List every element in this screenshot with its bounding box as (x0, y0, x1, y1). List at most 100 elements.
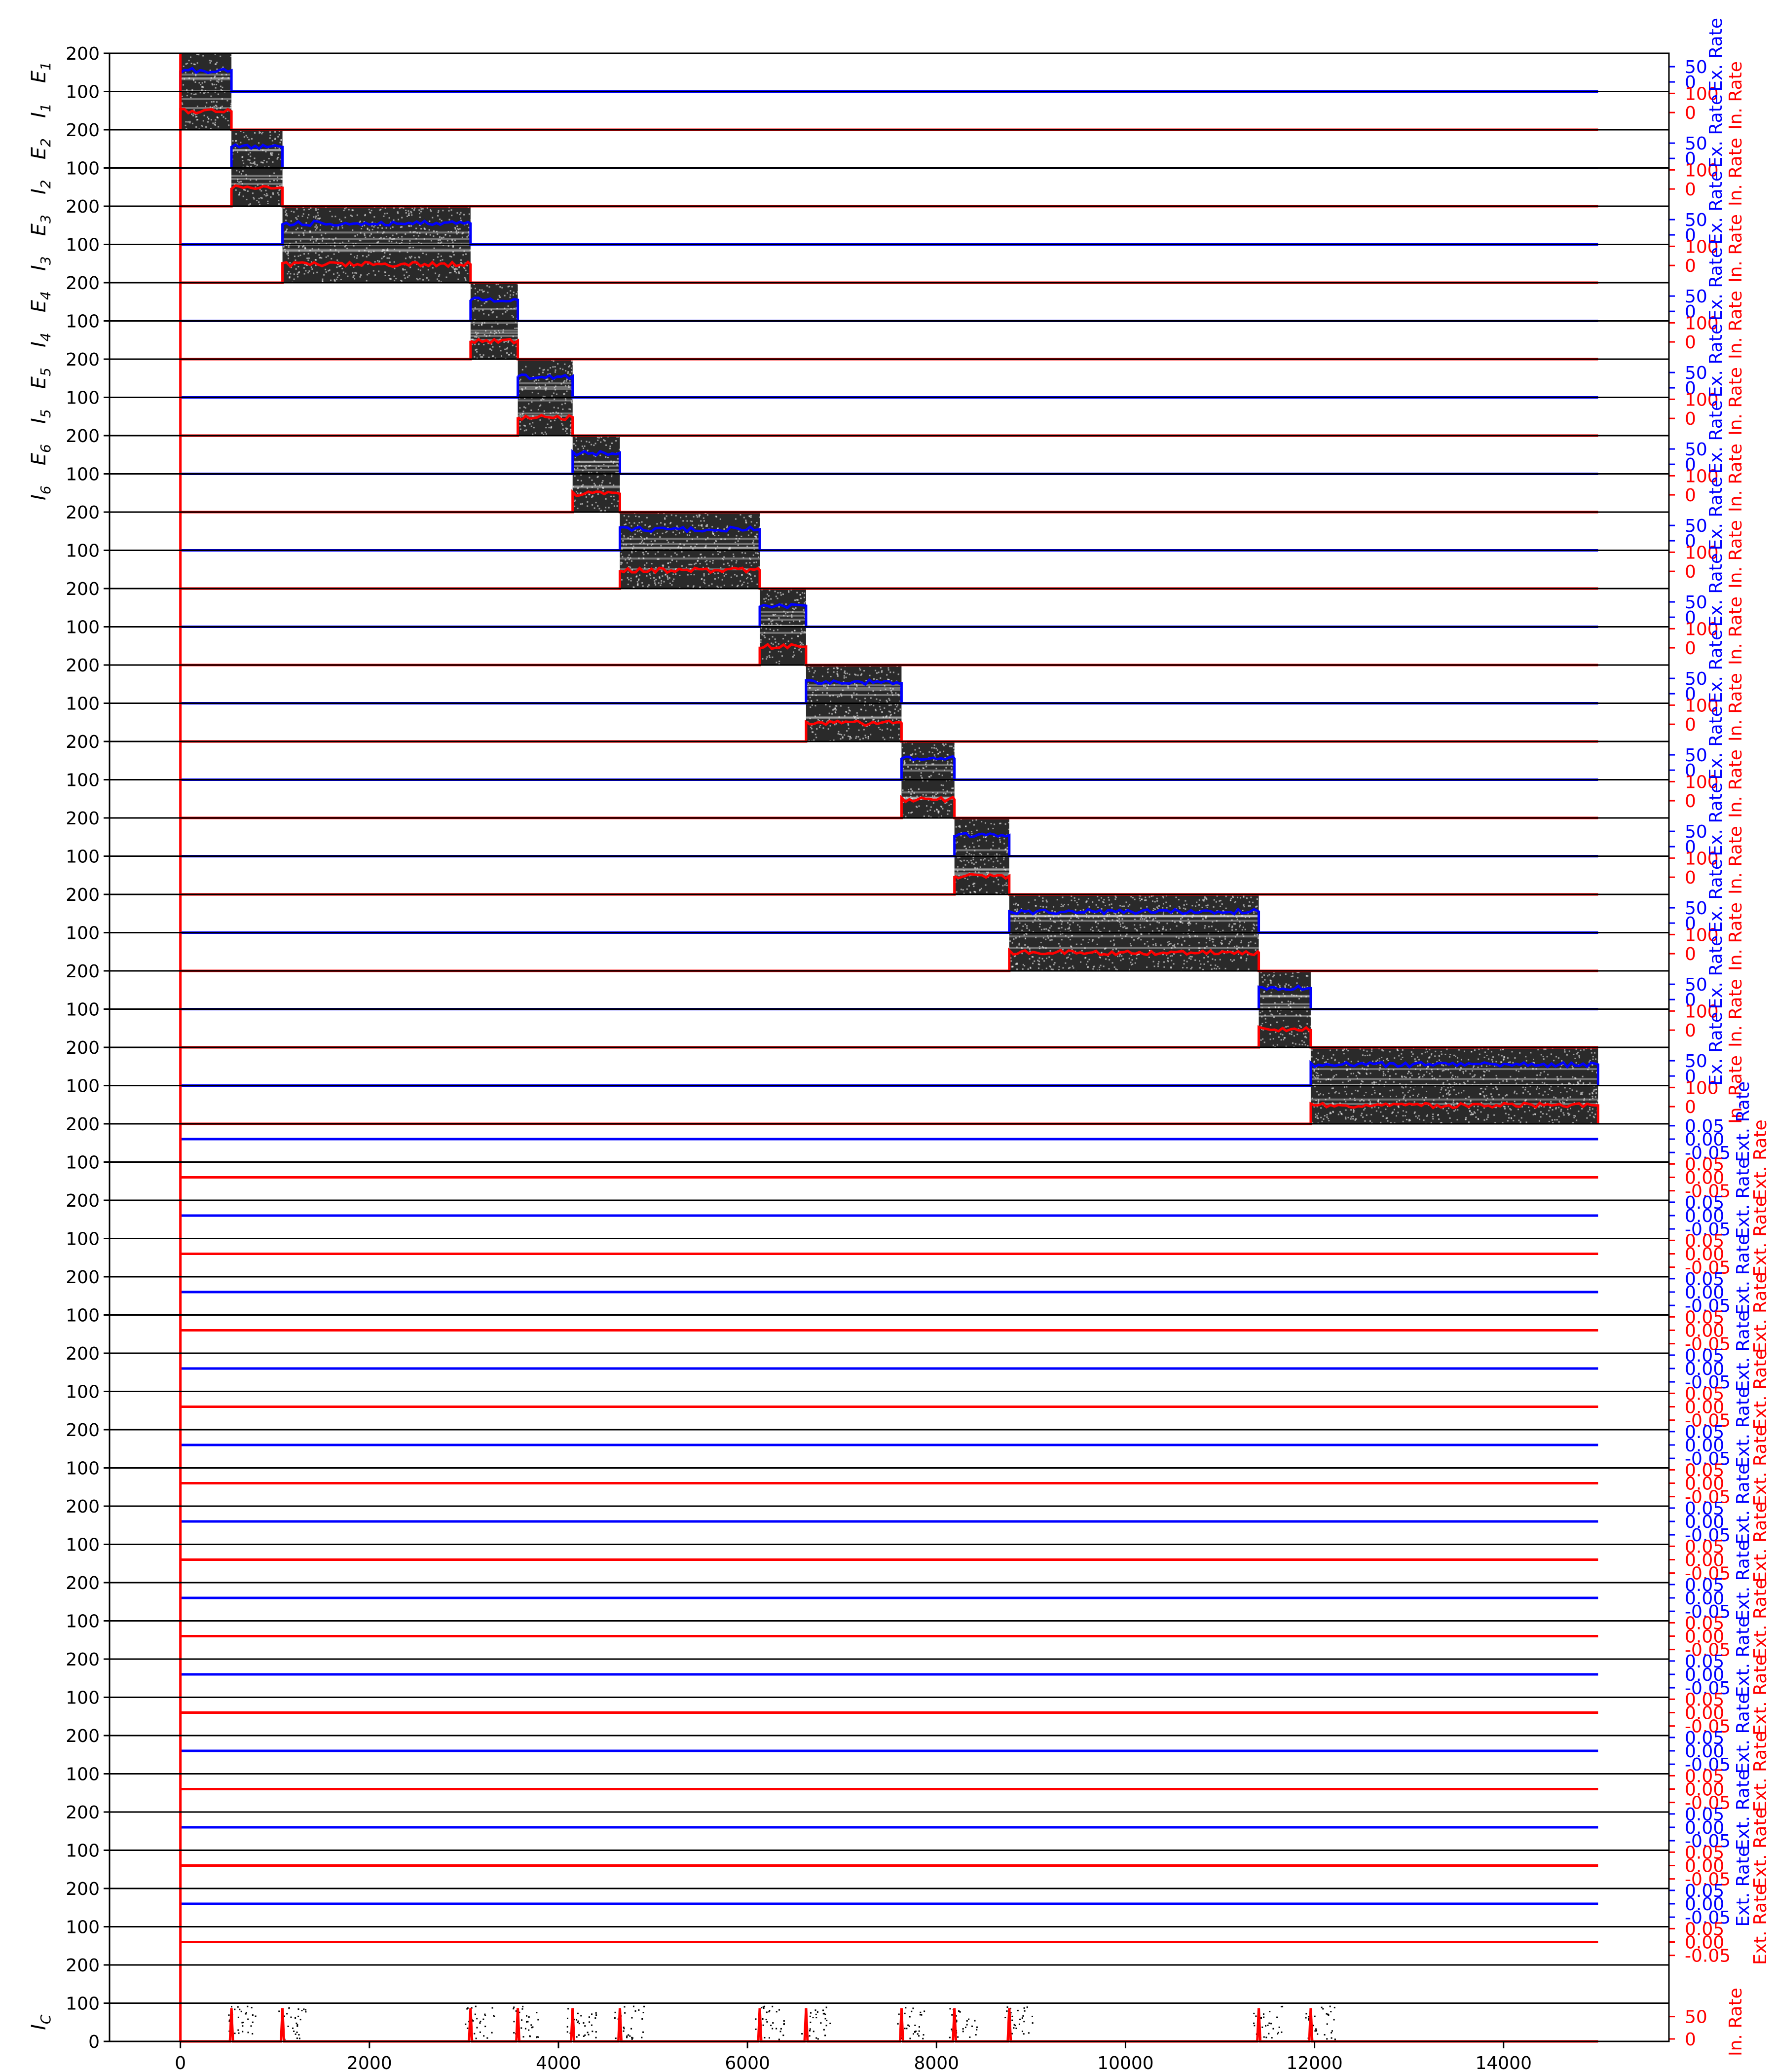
right-tick-label: 0.00 (1685, 1780, 1724, 1800)
right-tick-label: 0.05 (1685, 1843, 1724, 1863)
right-axis-label: Ext. Rate (1750, 1578, 1771, 1659)
right-axis-label: In. Rate (1726, 138, 1746, 206)
right-tick-label: 0.00 (1685, 1474, 1724, 1494)
left-tick-label: 200 (66, 44, 100, 64)
x-tick-label: 10000 (1097, 2053, 1154, 2072)
right-axis-label: Ex. Rate (1706, 18, 1726, 91)
right-tick-label: 0.05 (1685, 1346, 1724, 1366)
right-axis-label: Ex. Rate (1706, 400, 1726, 474)
left-tick-label: 100 (66, 847, 100, 867)
right-tick-label: 50 (1685, 592, 1707, 613)
ex-rate-trace (180, 678, 1598, 704)
right-tick-label: 100 (1685, 313, 1719, 333)
right-axis-label: In. Rate (1726, 749, 1746, 818)
left-tick-label: 100 (66, 694, 100, 714)
in-rate-trace (180, 947, 1598, 972)
left-tick-label: 200 (66, 962, 100, 982)
left-tick-label: 200 (66, 197, 100, 217)
right-tick-label: 0.05 (1685, 1460, 1724, 1480)
right-tick-label: 50 (1685, 363, 1707, 383)
right-tick-label: 0 (1685, 761, 1696, 781)
left-tick-label: 100 (66, 1612, 100, 1632)
right-tick-label: -0.05 (1685, 1220, 1731, 1240)
right-tick-label: -0.05 (1685, 1602, 1731, 1622)
in-rate-trace (180, 413, 1598, 437)
left-tick-label: 200 (66, 350, 100, 370)
x-tick-label: 8000 (914, 2053, 959, 2072)
left-tick-label: 100 (66, 1765, 100, 1785)
right-tick-label: 0 (1685, 409, 1696, 429)
right-tick-label: -0.05 (1685, 1946, 1731, 1966)
population-label: E2 (28, 138, 54, 159)
left-tick-label: 100 (66, 541, 100, 561)
right-axis-label: Ext. Rate (1733, 1846, 1753, 1927)
right-axis-label: Ext. Rate (1750, 1425, 1771, 1506)
in-rate-trace (180, 1025, 1598, 1049)
right-axis-label: Ext. Rate (1733, 1234, 1753, 1315)
left-tick-label: 0 (88, 2032, 100, 2052)
right-axis-label: Ext. Rate (1733, 1387, 1753, 1468)
left-tick-label: 100 (66, 1000, 100, 1020)
ex-rate-trace (180, 373, 1598, 399)
right-tick-label: -0.05 (1685, 1258, 1731, 1278)
right-tick-label: 100 (1685, 84, 1719, 104)
ex-rate-trace (180, 907, 1598, 934)
right-axis-label: Ex. Rate (1706, 782, 1726, 856)
right-tick-label: 0.00 (1685, 1894, 1724, 1915)
right-axis-label: Ext. Rate (1733, 1081, 1753, 1162)
right-tick-label: -0.05 (1685, 1487, 1731, 1508)
right-tick-label: 100 (1685, 237, 1719, 257)
left-tick-label: 100 (66, 771, 100, 791)
left-tick-label: 200 (66, 809, 100, 829)
left-tick-label: 100 (66, 618, 100, 638)
right-tick-label: 0 (1685, 837, 1696, 857)
left-tick-label: 200 (66, 1650, 100, 1670)
left-tick-label: 200 (66, 1191, 100, 1211)
in-rate-trace (180, 1101, 1599, 1125)
right-tick-label: 50 (1685, 516, 1707, 536)
left-tick-label: 100 (66, 159, 100, 179)
right-tick-label: 0.00 (1685, 1130, 1724, 1150)
right-tick-label: 0 (1685, 73, 1696, 93)
in-rate-trace (180, 873, 1598, 896)
right-tick-label: 0 (1685, 1067, 1696, 1087)
right-tick-label: 50 (1685, 440, 1707, 460)
right-tick-label: 0.05 (1685, 1805, 1724, 1825)
left-tick-label: 100 (66, 1918, 100, 1938)
right-tick-label: 50 (1685, 134, 1707, 154)
left-tick-label: 100 (66, 235, 100, 256)
x-tick-label: 2000 (347, 2053, 392, 2072)
right-tick-label: 0.05 (1685, 1919, 1724, 1939)
population-label: I1 (28, 103, 54, 118)
right-tick-label: 0.00 (1685, 1627, 1724, 1647)
rate-traces-layer (179, 53, 1599, 2043)
right-tick-label: 100 (1685, 696, 1719, 716)
left-tick-label: 200 (66, 1726, 100, 1746)
ex-rate-trace (180, 984, 1598, 1010)
right-tick-label: 0 (1685, 638, 1696, 659)
ex-rate-trace (180, 603, 1598, 628)
population-label: E6 (28, 444, 54, 465)
x-tick-label: 12000 (1286, 2053, 1343, 2072)
right-tick-label: 0 (1685, 868, 1696, 888)
right-tick-label: -0.05 (1685, 1870, 1731, 1890)
right-tick-label: 0.05 (1685, 1422, 1724, 1443)
right-tick-label: -0.05 (1685, 1908, 1731, 1928)
left-tick-label: 200 (66, 120, 100, 141)
right-tick-label: 0.05 (1685, 1231, 1724, 1251)
right-tick-label: -0.05 (1685, 1564, 1731, 1584)
population-label: I6 (28, 485, 54, 500)
right-tick-label: 100 (1685, 1078, 1719, 1098)
right-axis-label: Ex. Rate (1706, 706, 1726, 779)
right-tick-label: 50 (1685, 745, 1707, 766)
right-axis-label: In. Rate (1726, 1055, 1746, 1124)
right-tick-label: 0 (1685, 608, 1696, 628)
right-tick-label: -0.05 (1685, 1334, 1731, 1355)
right-axis-label: In. Rate (1726, 979, 1746, 1047)
right-tick-label: 0 (1685, 225, 1696, 246)
population-label: E4 (28, 291, 54, 312)
right-tick-label: 0.05 (1685, 1307, 1724, 1328)
right-axis-label: Ext. Rate (1750, 1119, 1771, 1200)
